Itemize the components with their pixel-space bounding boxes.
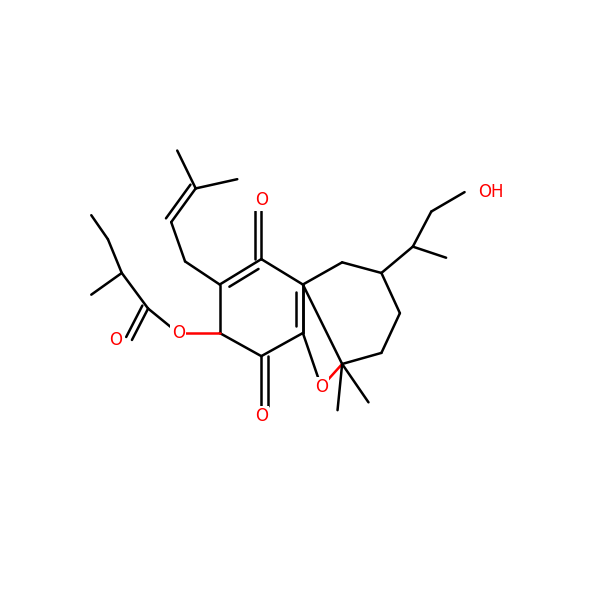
Text: O: O — [172, 324, 185, 342]
Text: O: O — [315, 378, 328, 396]
Text: O: O — [255, 407, 268, 425]
Text: O: O — [109, 331, 122, 349]
Text: O: O — [255, 191, 268, 209]
Text: OH: OH — [478, 183, 504, 201]
